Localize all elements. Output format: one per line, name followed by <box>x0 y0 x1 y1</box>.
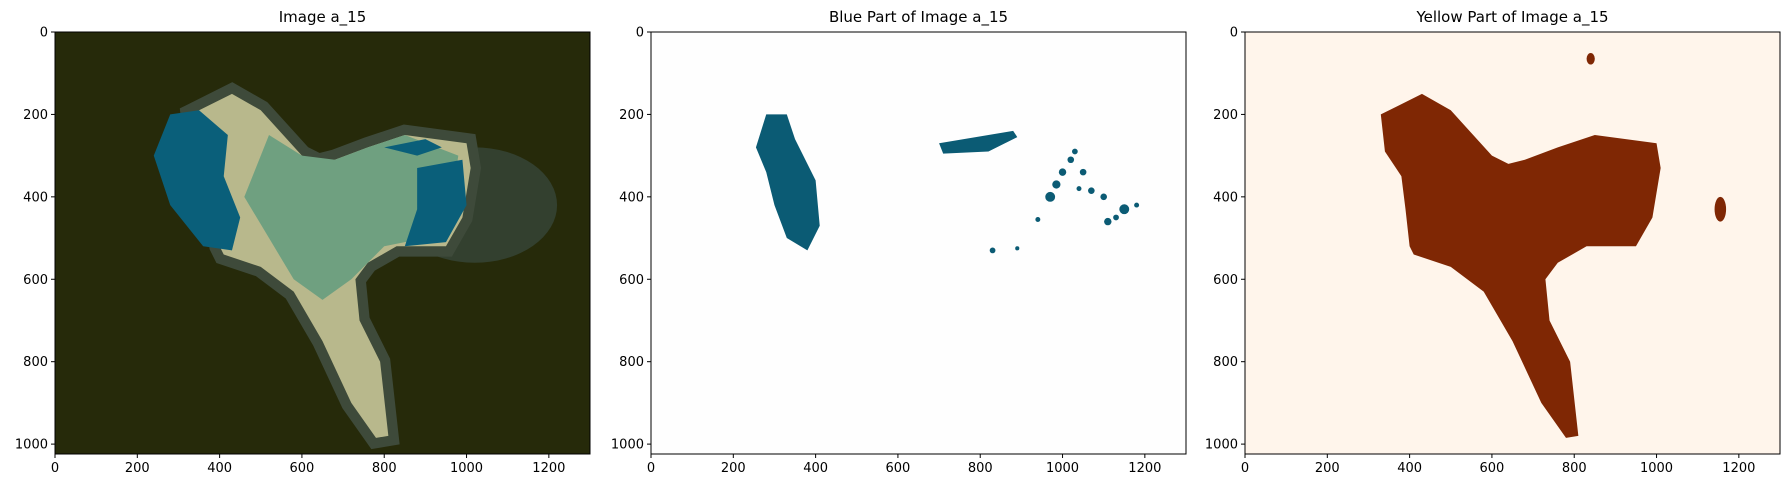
x-tick-label: 1000 <box>1046 461 1079 476</box>
y-tick-label: 0 <box>636 26 644 41</box>
image-panel <box>651 32 1186 454</box>
y-tick-label: 1000 <box>15 438 48 453</box>
y-tick-label: 200 <box>1213 108 1238 123</box>
x-tick-label: 1000 <box>1640 461 1673 476</box>
x-tick-label: 0 <box>647 461 655 476</box>
blue-lobe <box>384 139 442 156</box>
y-tick-label: 1000 <box>611 438 644 453</box>
chart-title: Blue Part of Image a_15 <box>829 8 1008 27</box>
x-tick-label: 400 <box>207 461 232 476</box>
x-tick-label: 200 <box>721 461 746 476</box>
x-tick-label: 0 <box>51 461 59 476</box>
yellow-region <box>1714 196 1727 222</box>
y-tick-label: 200 <box>23 108 48 123</box>
x-tick-label: 400 <box>803 461 828 476</box>
x-tick-label: 800 <box>968 461 993 476</box>
image-panel <box>55 32 590 454</box>
axes-frame <box>650 31 1187 455</box>
x-tick-label: 400 <box>1397 461 1422 476</box>
x-tick-label: 200 <box>1315 461 1340 476</box>
blue-lobe <box>404 159 467 247</box>
x-tick-label: 1000 <box>450 461 483 476</box>
x-tick-label: 200 <box>125 461 150 476</box>
y-tick-label: 400 <box>619 190 644 205</box>
x-tick-label: 1200 <box>1128 461 1161 476</box>
x-tick-label: 800 <box>1562 461 1587 476</box>
x-tick-label: 600 <box>290 461 315 476</box>
y-tick-label: 600 <box>619 273 644 288</box>
green-region <box>244 135 459 300</box>
y-tick-label: 400 <box>23 190 48 205</box>
chart-title: Image a_15 <box>279 8 367 27</box>
x-tick-label: 600 <box>886 461 911 476</box>
yellow-region <box>1586 53 1595 65</box>
axes-frame <box>54 31 591 455</box>
y-tick-label: 0 <box>1230 26 1238 41</box>
y-tick-label: 800 <box>619 355 644 370</box>
y-tick-label: 800 <box>23 355 48 370</box>
y-tick-label: 200 <box>619 108 644 123</box>
y-tick-label: 1000 <box>1205 438 1238 453</box>
x-tick-label: 800 <box>372 461 397 476</box>
y-tick-label: 600 <box>23 273 48 288</box>
blue-lobe <box>153 110 241 251</box>
x-tick-label: 0 <box>1241 461 1249 476</box>
x-tick-label: 1200 <box>532 461 565 476</box>
x-tick-label: 600 <box>1480 461 1505 476</box>
y-tick-label: 0 <box>40 26 48 41</box>
image-panel <box>1245 32 1780 454</box>
chart-title: Yellow Part of Image a_15 <box>1415 8 1608 27</box>
y-tick-label: 800 <box>1213 355 1238 370</box>
x-tick-label: 1200 <box>1722 461 1755 476</box>
y-tick-label: 400 <box>1213 190 1238 205</box>
blue-regions <box>755 114 1140 254</box>
image-background <box>651 32 1186 454</box>
axes-frame <box>1244 31 1781 455</box>
y-tick-label: 600 <box>1213 273 1238 288</box>
